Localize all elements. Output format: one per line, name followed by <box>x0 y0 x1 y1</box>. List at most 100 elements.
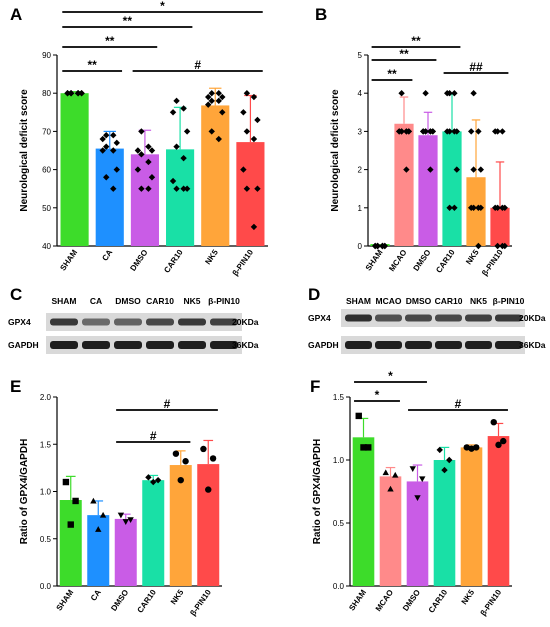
lane-label: MCAO <box>376 296 402 306</box>
y-tick-label: 40 <box>42 242 51 251</box>
significance-label: ** <box>411 34 421 48</box>
data-point <box>145 143 152 150</box>
data-point <box>138 185 145 192</box>
blot-band <box>178 341 206 349</box>
significance-label: # <box>455 397 462 411</box>
bar <box>236 142 265 246</box>
bar <box>433 460 456 586</box>
lane-label: β-PIN10 <box>493 296 525 306</box>
significance-label: ** <box>399 47 409 61</box>
lane-label: SHAM <box>51 296 76 306</box>
blot-band <box>82 318 110 326</box>
data-point <box>208 128 215 135</box>
x-tick-label: DMSO <box>109 588 130 613</box>
significance-label: * <box>375 388 380 402</box>
y-tick-label: 0.5 <box>40 535 52 544</box>
y-tick-label: 2.0 <box>40 393 52 402</box>
bar <box>379 476 402 586</box>
x-tick-label: DMSO <box>401 588 422 613</box>
data-point <box>250 223 258 231</box>
data-point <box>219 109 226 116</box>
bar <box>490 207 510 246</box>
x-tick-label: SHAM <box>364 248 385 273</box>
x-tick-label: β-PIN10 <box>231 248 256 278</box>
data-point <box>494 242 501 250</box>
bar <box>352 437 375 586</box>
data-point <box>173 185 180 192</box>
y-tick-label: 1 <box>358 204 363 213</box>
blot-band <box>435 341 462 349</box>
data-point <box>499 204 506 211</box>
y-tick-label: 60 <box>42 166 51 175</box>
data-point <box>470 90 477 97</box>
data-point <box>113 166 120 173</box>
data-point <box>409 466 416 473</box>
y-axis-label: Ratio of GPX4/GAPDH <box>19 439 30 545</box>
data-point <box>182 458 189 465</box>
significance-label: # <box>150 429 157 443</box>
data-point <box>436 446 443 454</box>
significance-label: ** <box>387 67 397 81</box>
data-point <box>183 128 191 135</box>
blot-band <box>50 341 78 349</box>
bar <box>370 244 390 246</box>
data-point <box>403 166 410 173</box>
y-tick-label: 1.5 <box>333 393 345 402</box>
data-point <box>205 93 212 101</box>
data-point <box>215 90 222 97</box>
bar <box>394 123 414 246</box>
y-tick-label: 1.0 <box>333 456 345 465</box>
x-tick-label: CAR10 <box>427 588 450 615</box>
data-point <box>446 204 453 211</box>
x-tick-label: NK5 <box>460 588 477 607</box>
x-tick-label: MCAO <box>387 248 408 273</box>
panel-letter: F <box>310 377 320 396</box>
data-point <box>95 526 102 532</box>
data-point <box>205 101 212 108</box>
lane-label: NK5 <box>470 296 487 306</box>
data-point <box>441 466 448 474</box>
x-tick-label: DMSO <box>128 248 149 273</box>
bar <box>406 481 429 586</box>
bar <box>197 464 220 586</box>
blot-strip <box>341 309 525 327</box>
data-point <box>444 90 451 97</box>
lane-label: DMSO <box>115 296 141 306</box>
data-point <box>74 90 82 97</box>
data-point <box>451 128 458 135</box>
data-point <box>183 185 191 192</box>
data-point <box>240 109 247 116</box>
blot-band <box>50 318 78 326</box>
data-point <box>200 445 207 453</box>
blot-band <box>375 314 402 322</box>
data-point <box>150 478 157 486</box>
data-point <box>360 444 367 451</box>
data-point <box>451 90 458 97</box>
data-point <box>374 242 381 250</box>
blot-band <box>178 318 206 326</box>
data-point <box>180 185 187 192</box>
kda-label: 36KDa <box>232 340 259 350</box>
data-point <box>444 128 451 135</box>
blot-band <box>495 341 522 349</box>
data-point <box>180 105 187 112</box>
chart-panel-E: E 0.0 0.5 1.0 1.5 2.0 Ratio of GPX4/GAPDH SHAM C… <box>10 377 222 618</box>
bar <box>59 500 82 586</box>
data-point <box>475 128 482 135</box>
data-point <box>64 90 71 97</box>
data-point <box>475 242 482 250</box>
bar <box>130 154 159 246</box>
panel-letter: A <box>10 5 22 24</box>
data-point <box>468 128 475 135</box>
data-point <box>138 128 145 135</box>
y-tick-label: 50 <box>42 204 51 213</box>
lane-label: SHAM <box>346 296 371 306</box>
x-tick-label: SHAM <box>55 588 76 613</box>
data-point <box>427 166 434 173</box>
data-point <box>451 204 458 211</box>
data-point <box>490 419 497 426</box>
data-point <box>215 135 222 143</box>
data-point <box>169 109 177 116</box>
data-point <box>470 166 477 173</box>
